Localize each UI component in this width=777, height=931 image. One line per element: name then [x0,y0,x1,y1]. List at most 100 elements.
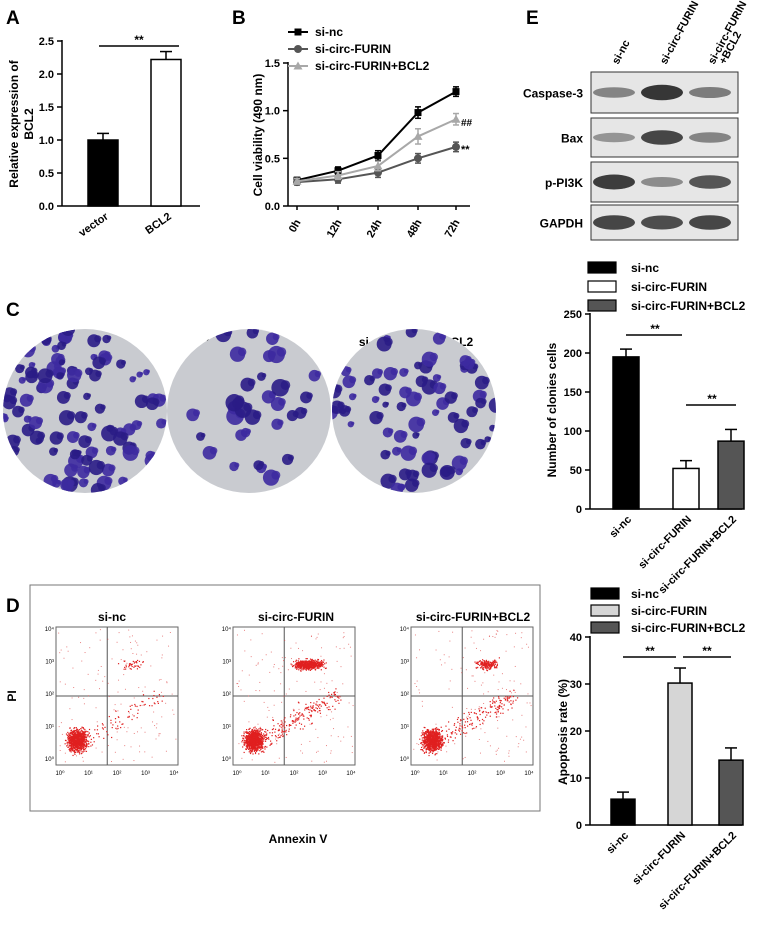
e-protein-label: Bax [561,132,583,146]
d-dot [435,727,437,729]
d-dot [108,715,110,718]
d-dot [431,749,433,751]
d-dot [257,733,260,736]
d-dot [282,725,284,727]
d-dot [432,733,434,735]
d-dot [250,742,252,744]
d-dot [266,746,268,748]
d-dot [488,665,490,667]
d-dot [258,747,260,749]
d-dot [293,709,295,711]
d-dot [89,735,91,737]
d-dot [248,746,250,748]
d-dot [259,730,261,733]
d-dot [441,736,443,738]
d-dot [136,662,138,664]
d-dot [250,740,252,742]
d-dot [83,748,86,750]
d-dot [305,668,308,670]
c-colony [287,454,294,461]
c-colony [459,456,468,465]
d-dot [272,728,275,730]
d-dot [67,731,69,734]
d-flow-tick: 10² [222,692,231,698]
d-dot [75,745,77,748]
d-dot [253,742,255,744]
d-dot [314,710,316,712]
d-dot [484,666,487,668]
d-dot [148,697,150,700]
d-dot [459,728,461,730]
d-dot [486,714,488,716]
c-x-tick-label: si-nc [607,514,634,541]
d-dot [306,706,308,709]
d-dot [67,744,69,746]
d-dot [267,737,269,740]
d-dot [263,733,265,735]
d-dot [476,661,478,663]
d-dot [82,746,84,748]
d-dot [78,736,81,738]
d-dot [460,719,462,721]
d-dot [527,646,529,648]
c-colony [139,371,144,376]
d-dot [313,667,315,670]
d-dot [249,742,252,744]
d-dot [434,744,436,747]
d-dot [487,712,490,714]
d-dot [252,737,254,739]
d-dot [489,704,492,706]
d-dot [75,739,78,742]
d-dot [256,735,258,737]
d-dot [72,741,75,743]
d-dot [512,719,514,721]
d-dot [312,662,314,664]
d-dot [494,705,496,707]
d-dot [81,737,83,740]
d-dot [101,751,103,753]
d-dot [165,702,167,704]
d-dot [256,737,258,739]
d-dot [91,744,94,746]
d-dot [428,752,430,754]
d-dot [69,727,71,729]
c-colony [84,436,92,444]
d-dot [430,731,432,734]
d-dot [470,723,472,725]
c-colony [243,402,253,412]
d-dot [298,669,300,671]
d-dot [503,704,505,706]
d-dot [78,730,80,732]
d-dot [262,738,264,740]
d-flow-tick: 10¹ [400,725,409,731]
d-dot [442,739,444,741]
d-dot [75,727,77,729]
d-dot [159,696,161,698]
d-flow-tick: 10⁴ [45,626,55,633]
d-dot [440,739,443,741]
d-dot [257,746,260,748]
d-dot [490,664,492,666]
d-dot [76,743,79,745]
d-dot [248,744,250,747]
d-dot [69,745,71,747]
d-dot [260,743,262,745]
d-dot [156,723,158,725]
d-dot [281,723,283,726]
d-dot [253,731,255,734]
d-dot [253,727,255,729]
d-dot [498,681,500,683]
d-dot [438,736,440,738]
d-flow-tick: 10⁴ [524,770,534,777]
d-dot [503,760,505,762]
d-dot [424,742,426,744]
d-dot [97,669,99,671]
d-dot [442,742,444,744]
d-dot [298,658,300,660]
c-colony [245,428,251,434]
d-dot [464,647,466,649]
d-dot [152,721,154,723]
d-dot [440,745,443,747]
d-dot [78,737,80,739]
d-dot [261,743,263,745]
